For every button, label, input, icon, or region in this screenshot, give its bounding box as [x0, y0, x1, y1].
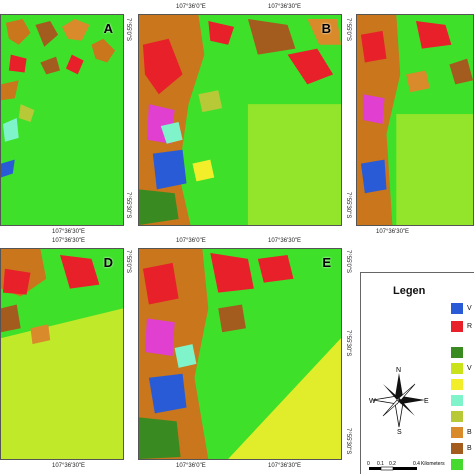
- legend-swatch: [451, 321, 463, 332]
- panel-letter-a: A: [103, 21, 113, 36]
- compass-n-label: N: [396, 367, 401, 374]
- coord-label-c-bottom: 107°36'30"E: [376, 229, 410, 235]
- panel-letter-b: B: [321, 21, 331, 36]
- legend-swatch: [451, 379, 463, 390]
- coord-label-d-bottom: 107°36'30"E: [52, 463, 86, 469]
- legend-swatch: [451, 427, 463, 438]
- legend-swatch: [451, 347, 463, 358]
- compass-e-label: E: [424, 398, 429, 405]
- map-raster-b: [139, 15, 341, 225]
- compass-s-label: S: [397, 429, 402, 435]
- coord-label-a-bottom: 107°36'30"E: [52, 229, 86, 235]
- map-panel-a: A: [0, 14, 124, 226]
- panel-letter-e: E: [322, 255, 331, 270]
- coord-label-b-side-1: 7°55'0"S: [345, 18, 351, 42]
- coord-label-d-side-1: 7°55'0"S: [125, 250, 131, 274]
- compass-rose-icon: N S W E: [369, 367, 429, 435]
- scale-tick-2: 0.2: [389, 461, 396, 467]
- map-panel-b: B: [138, 14, 342, 226]
- map-raster-a: [1, 15, 123, 225]
- legend-title: Legen: [393, 285, 426, 297]
- legend-swatch-label: B: [467, 429, 472, 436]
- map-panel-c: [356, 14, 474, 226]
- coord-label-a-side-1: 7°55'0"S: [125, 18, 131, 42]
- legend-swatch: [451, 411, 463, 422]
- coord-label-b-top-2: 107°36'30"E: [268, 4, 302, 10]
- coord-label-d-top: 107°36'30"E: [52, 238, 86, 244]
- map-panel-e: E: [138, 248, 342, 460]
- coord-label-b-side-2: 7°55'30"S: [345, 192, 351, 219]
- legend-swatch: [451, 459, 463, 470]
- compass-w-label: W: [369, 398, 376, 405]
- legend-swatch-label: V: [467, 365, 472, 372]
- coord-label-e-side-1: 7°55'0"S: [345, 250, 351, 274]
- legend-swatch: [451, 395, 463, 406]
- scale-tick-1: 0.1: [377, 461, 384, 467]
- legend-box: Legen V R V B B N S W E 0 0.1 0.2 0.4 Kilome…: [360, 272, 474, 474]
- scale-unit: Kilometers: [421, 461, 445, 467]
- coord-label-e-bottom-1: 107°36'0"E: [176, 463, 206, 469]
- panel-letter-d: D: [103, 255, 113, 270]
- coord-label-b-top-1: 107°36'0"E: [176, 4, 206, 10]
- map-raster-c: [357, 15, 473, 225]
- coord-label-e-side-2: 7°55'30"S: [345, 330, 351, 357]
- legend-swatch: [451, 303, 463, 314]
- map-raster-d: [1, 249, 123, 459]
- coord-label-e-top-1: 107°36'0"E: [176, 238, 206, 244]
- legend-swatch: [451, 363, 463, 374]
- legend-swatch: [451, 443, 463, 454]
- legend-swatch-label: R: [467, 323, 473, 330]
- map-panel-d: D: [0, 248, 124, 460]
- map-raster-e: [139, 249, 341, 459]
- legend-swatch-label: V: [467, 305, 472, 312]
- coord-label-e-side-3: 7°55'30"S: [345, 428, 351, 455]
- scale-bar: 0 0.1 0.2 0.4 Kilometers: [367, 461, 445, 471]
- scale-tick-3: 0.4: [413, 461, 420, 467]
- scale-tick-0: 0: [367, 461, 370, 467]
- legend-swatch-label: B: [467, 445, 472, 452]
- coord-label-a-side-2: 7°55'30"S: [125, 192, 131, 219]
- coord-label-e-top-2: 107°36'30"E: [268, 238, 302, 244]
- coord-label-e-bottom-2: 107°36'30"E: [268, 463, 302, 469]
